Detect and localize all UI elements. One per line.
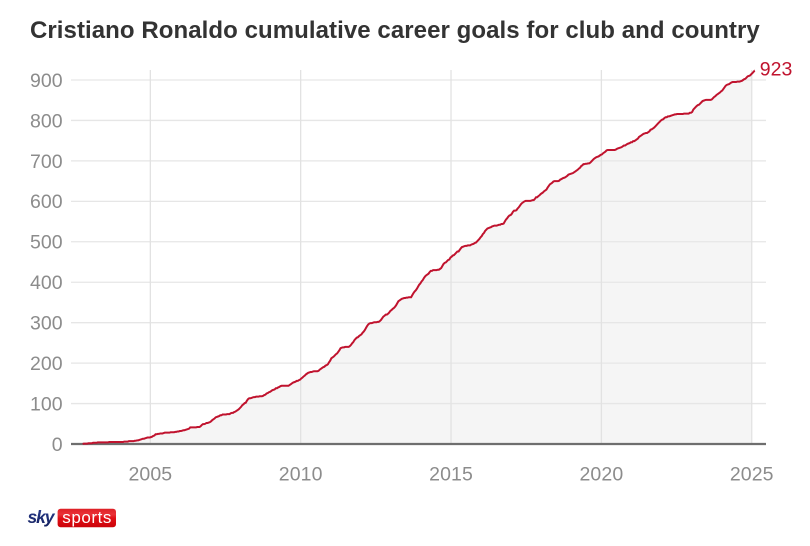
svg-text:2010: 2010 — [279, 464, 323, 486]
svg-text:0: 0 — [52, 434, 63, 456]
svg-text:100: 100 — [30, 393, 63, 415]
svg-text:2005: 2005 — [128, 464, 172, 486]
svg-text:200: 200 — [30, 353, 63, 375]
svg-text:300: 300 — [30, 313, 63, 335]
svg-text:sky: sky — [28, 507, 56, 527]
svg-text:800: 800 — [30, 110, 63, 132]
svg-text:2020: 2020 — [579, 464, 623, 486]
svg-text:2025: 2025 — [730, 464, 774, 486]
svg-text:900: 900 — [30, 70, 63, 92]
svg-text:sports: sports — [62, 508, 112, 527]
svg-text:700: 700 — [30, 151, 63, 173]
svg-text:400: 400 — [30, 272, 63, 294]
svg-text:923: 923 — [760, 59, 793, 81]
svg-text:500: 500 — [30, 232, 63, 254]
svg-text:600: 600 — [30, 191, 63, 213]
svg-text:2015: 2015 — [429, 464, 473, 486]
